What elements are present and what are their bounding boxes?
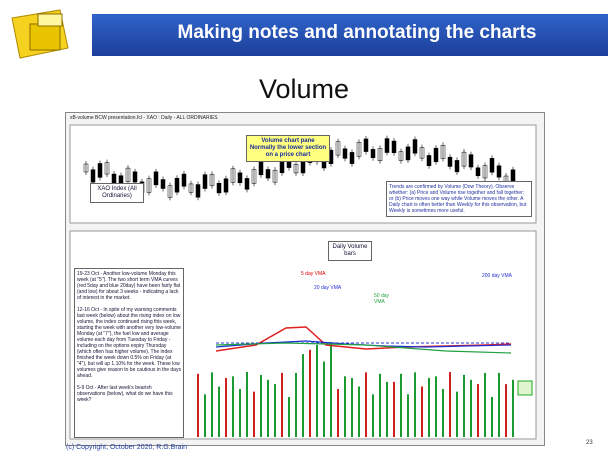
volume-bar <box>330 342 332 437</box>
volume-bar <box>512 379 514 437</box>
volume-bar <box>393 381 395 437</box>
volume-bar <box>232 376 234 437</box>
volume-bar <box>197 373 199 437</box>
volume-bar <box>491 396 493 437</box>
pane-note: Volume chart pane Normally the lower sec… <box>246 135 330 162</box>
volume-bar <box>309 349 311 437</box>
volume-bar <box>239 389 241 437</box>
volume-bar <box>274 384 276 437</box>
volume-bar <box>358 386 360 437</box>
volume-bar <box>449 372 451 437</box>
volume-bar <box>344 376 346 437</box>
volume-bar <box>260 374 262 437</box>
volume-bar <box>372 394 374 437</box>
volume-bar <box>323 361 325 437</box>
vma-label: 5 day VMA <box>301 271 326 277</box>
header-title: Making notes and annotating the charts <box>177 22 537 43</box>
volume-bar <box>288 396 290 437</box>
page-number: 23 <box>586 440 593 446</box>
vma-label: 50 day VMA <box>374 293 390 305</box>
volume-bar <box>442 388 444 437</box>
volume-bar <box>218 386 220 437</box>
volume-bar <box>302 354 304 437</box>
note: 12-16 Oct - In spite of my warning comme… <box>77 307 181 379</box>
volume-bar <box>386 381 388 437</box>
volume-bar <box>267 379 269 437</box>
volume-bar <box>414 372 416 437</box>
window-title: xB-volume BCW presentation.fcl - XAO : D… <box>70 115 218 121</box>
volume-bar <box>456 391 458 437</box>
volume-bar <box>379 373 381 437</box>
slide-heading: Volume <box>258 74 350 104</box>
vma-label: 200 day VMA <box>482 273 513 279</box>
volume-bar <box>484 372 486 437</box>
volume-bar <box>463 374 465 437</box>
volume-bar <box>498 372 500 437</box>
volume-bar <box>351 377 353 437</box>
volume-bar <box>421 386 423 437</box>
volume-bar <box>400 373 402 437</box>
volume-bar <box>295 372 297 437</box>
volume-bar <box>253 391 255 437</box>
index-label: XAO Index (All Ordinaries) <box>90 183 144 203</box>
volume-bar <box>505 384 507 437</box>
vma-label: 20 day VMA <box>314 285 342 291</box>
note: 19-23 Oct - Another low-volume Monday th… <box>77 271 181 301</box>
volume-bar <box>337 389 339 437</box>
volume-bar <box>225 377 227 437</box>
volume-bar <box>246 372 248 437</box>
volume-bar <box>407 394 409 437</box>
volume-bar <box>316 344 318 437</box>
note: 5-9 Oct - After last week's bearish obse… <box>77 385 173 403</box>
volume-bar <box>435 376 437 437</box>
copyright: (c) Copyright, October 2020, R.G.Brain <box>66 444 187 451</box>
header-bar <box>92 14 608 56</box>
volume-label: Daily Volume bars <box>328 241 372 261</box>
volume-bar <box>365 372 367 437</box>
volume-bar <box>470 379 472 437</box>
trend-note: Trends are confirmed by Volume (Dow Theo… <box>386 181 532 217</box>
volume-bar <box>477 384 479 437</box>
volume-bar <box>281 372 283 437</box>
chart-screenshot: xB-volume BCW presentation.fcl - XAO : D… <box>65 112 545 446</box>
volume-bar <box>204 394 206 437</box>
left-notes: 19-23 Oct - Another low-volume Monday th… <box>74 268 184 438</box>
logo <box>11 9 69 59</box>
volume-bar <box>211 372 213 437</box>
volume-bar <box>428 377 430 437</box>
